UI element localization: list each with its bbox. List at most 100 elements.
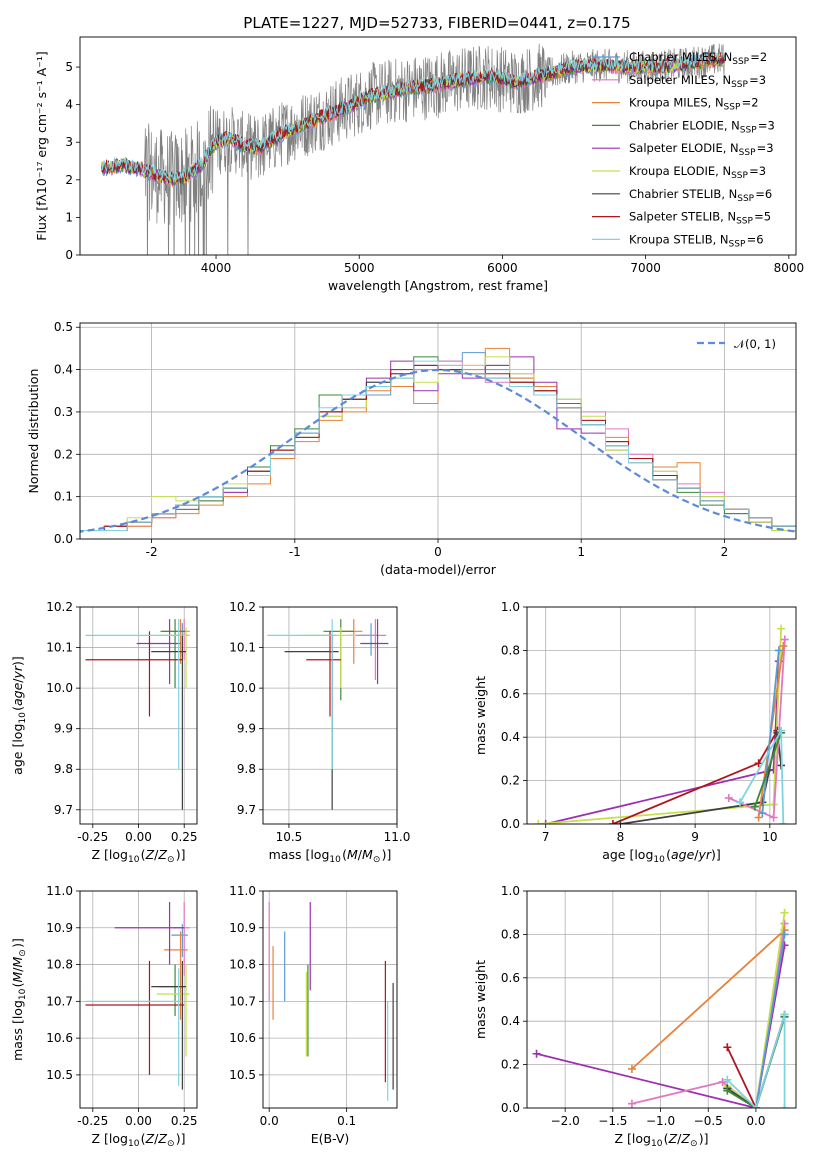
age_vs_mass-ytick-label: 9.7 <box>237 803 256 817</box>
errorbar-point <box>85 968 183 1086</box>
weight_vs_age-frame <box>526 606 797 825</box>
weight-line <box>754 732 782 807</box>
spectrum-ytick-label: 1 <box>65 210 73 224</box>
age_vs_Z-ylabel: age [log10 (age/yr)] <box>10 656 28 775</box>
legend-label: Salpeter ELODIE, NSSP =3 <box>629 141 774 158</box>
mass_vs_EBV-ytick-label: 11.0 <box>229 884 256 898</box>
mass_vs_EBV-ytick-label: 10.6 <box>229 1031 256 1045</box>
weight-marker <box>718 1077 727 1086</box>
age_vs_mass-ytick-label: 10.1 <box>229 641 256 655</box>
residuals-axes: -2 -1 0 1 2 0.0 0.1 0.2 0.3 0.4 0.5 (data-model)/er… <box>26 320 796 577</box>
weight_vs_age-xtick-label: 10 <box>762 830 777 844</box>
residuals-xlabel: (data-model)/error <box>380 562 497 577</box>
age_vs_mass-ytick-label: 9.9 <box>237 722 256 736</box>
weight_vs_Z-xlabel: Z [log10 (Z/Z⊙ )] <box>615 1131 709 1149</box>
age_vs_mass-ytick-label: 10.0 <box>229 681 256 695</box>
weight_vs_age-ytick-label: 0.0 <box>501 817 520 831</box>
errorbar-point <box>358 623 378 656</box>
weight_vs_Z-ytick-label: 0.4 <box>501 1014 520 1028</box>
weight_vs_Z-ytick-label: 0.2 <box>501 1058 520 1072</box>
weight-marker <box>534 820 543 824</box>
weight_vs_Z-lines <box>532 908 789 1108</box>
age_vs_mass-ytick-label: 10.2 <box>229 600 256 614</box>
residuals-ytick-label: 0.5 <box>54 320 73 334</box>
residuals-xtick-label: -1 <box>289 545 301 559</box>
age_vs_Z-ytick-label: 10.1 <box>46 641 73 655</box>
spectrum-ytick-label: 3 <box>65 135 73 149</box>
weight-marker <box>780 930 789 939</box>
weight-line <box>726 1014 786 1108</box>
errorbar-point <box>306 631 341 717</box>
errorbar-point <box>301 627 356 689</box>
weight-marker <box>758 809 767 818</box>
weight-line <box>545 661 780 824</box>
weight-marker <box>779 642 788 651</box>
mass_vs_EBV-ytick-label: 10.9 <box>229 921 256 935</box>
weight_vs_age-axes: 7 8 9 10 0.0 0.2 0.4 0.6 0.8 1.0 age [log10 (age/y… <box>473 600 796 865</box>
weight-line <box>631 929 786 1070</box>
weight-marker <box>779 820 788 824</box>
weight-line <box>726 912 786 1108</box>
residuals-ytick-label: 0.4 <box>54 363 73 377</box>
age_vs_Z-xlabel: Z [log10 (Z/Z⊙ )] <box>92 847 186 865</box>
age_vs_Z-xtick-label: 0.25 <box>171 830 198 844</box>
mass_vs_EBV-frame <box>262 890 398 1109</box>
weight_vs_age-ytick-label: 0.6 <box>501 687 520 701</box>
errorbar-point <box>151 960 187 1090</box>
mass_vs_EBV-points <box>268 902 394 1101</box>
weight_vs_age-ytick-label: 0.4 <box>501 730 520 744</box>
weight-marker <box>627 1064 636 1073</box>
legend-label: Kroupa MILES, NSSP =2 <box>629 96 759 113</box>
legend-label: Salpeter MILES, NSSP =3 <box>629 73 766 90</box>
mass_vs_EBV-ytick-label: 10.7 <box>229 994 256 1008</box>
spectrum-ytick-label: 4 <box>65 98 73 112</box>
mass_vs_Z-xtick-label: 0.25 <box>171 1114 198 1128</box>
weight-marker <box>750 802 759 811</box>
age_vs_Z-ytick-label: 10.0 <box>46 681 73 695</box>
spectrum-xtick-label: 5000 <box>344 261 375 275</box>
errorbar-point <box>85 960 185 1075</box>
mass_vs_Z-xlabel: Z [log10 (Z/Z⊙ )] <box>92 1131 186 1149</box>
errorbar-point <box>85 619 183 770</box>
legend-label: Salpeter STELIB, NSSP =5 <box>629 210 771 227</box>
mass_vs_Z-xtick-label: -0.25 <box>77 1114 108 1128</box>
residuals-ylabel: Normed distribution <box>26 369 41 494</box>
residuals-ytick-label: 0.1 <box>54 490 73 504</box>
mass_vs_EBV-xtick-label: 0.0 <box>260 1114 279 1128</box>
errorbar-point <box>267 619 337 770</box>
spectrum-legend: Chabrier MILES, NSSP =2 Salpeter MILES, N… <box>592 50 775 249</box>
mass_vs_EBV-xtick-label: 0.1 <box>337 1114 356 1128</box>
weight-marker <box>627 1099 636 1108</box>
weight-line <box>761 650 780 814</box>
weight-marker <box>723 1086 732 1095</box>
mass_vs_Z-ylabel: mass [log10 (M/M⊙ )] <box>10 938 28 1061</box>
weight_vs_Z-ytick-label: 0.0 <box>501 1101 520 1115</box>
weight_vs_age-ytick-label: 0.2 <box>501 774 520 788</box>
spectrum-xtick-label: 8000 <box>774 261 805 275</box>
weight_vs_Z-axes: −2.0 −1.5 −1.0 −0.5 0.0 0.0 0.2 0.4 0.6 0.8 1.0 Z [… <box>473 884 796 1149</box>
mass_vs_Z-xtick-label: 0.00 <box>125 1114 152 1128</box>
residuals-xtick-label: -2 <box>146 545 158 559</box>
age_vs_Z-frame <box>79 606 198 825</box>
residuals-hist <box>80 347 796 539</box>
weight-marker <box>774 646 783 655</box>
spectrum-axes: 4000 5000 6000 7000 8000 0 1 2 3 4 5 wavelength [An… <box>34 51 804 293</box>
weight-marker <box>754 759 763 768</box>
mass_vs_Z-ytick-label: 10.5 <box>46 1068 73 1082</box>
spectrum-ytick-label: 5 <box>65 60 73 74</box>
weight_vs_Z-xtick-label: −0.5 <box>694 1114 723 1128</box>
mass_vs_EBV-xlabel: E(B-V) <box>311 1131 350 1146</box>
weight_vs_Z-ytick-label: 0.8 <box>501 927 520 941</box>
age_vs_Z-xtick-label: 0.00 <box>125 830 152 844</box>
weight-marker <box>735 798 744 807</box>
errorbar-point <box>114 902 185 965</box>
weight_vs_age-ylabel: mass weight <box>473 676 488 755</box>
legend-label: Kroupa ELODIE, NSSP =3 <box>629 164 766 181</box>
weight-line <box>536 945 786 1108</box>
spectrum-ytick-label: 2 <box>65 173 73 187</box>
age_vs_Z-ytick-label: 9.7 <box>54 803 73 817</box>
age_vs_Z-ytick-label: 10.2 <box>46 600 73 614</box>
weight_vs_Z-ylabel: mass weight <box>473 960 488 1039</box>
weight-marker <box>780 1010 789 1019</box>
weight-marker <box>724 793 733 802</box>
